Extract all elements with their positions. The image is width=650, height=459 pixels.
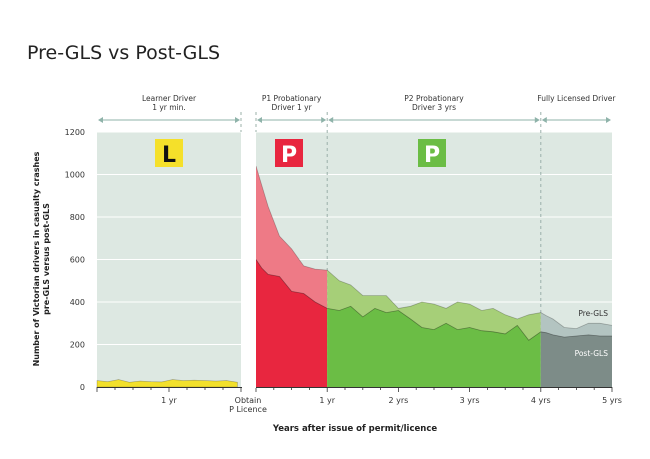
y-tick-label: 600 (70, 256, 85, 265)
x-tick-label: 1 yr (319, 396, 335, 405)
x-tick-label: 4 yrs (531, 396, 551, 405)
badge-l-0 (155, 139, 183, 167)
badge-letter: L (162, 143, 176, 168)
stage-label-3: Fully Licensed Driver (537, 94, 616, 103)
stage-arrow-head-right (235, 117, 240, 123)
x-tick-label: 1 yr (161, 396, 177, 405)
y-axis-label: Number of Victorian drivers in casualty … (32, 151, 51, 366)
y-tick-label: 1200 (65, 128, 85, 137)
y-tick-label: 800 (70, 213, 85, 222)
y-tick-label: 0 (80, 383, 85, 392)
stage-label-1: P1 Probationary (262, 94, 322, 103)
badge-p-2 (418, 139, 446, 167)
badge-p-1 (275, 139, 303, 167)
chart-title: Pre-GLS vs Post-GLS (27, 42, 221, 64)
stage-label-1: Driver 1 yr (272, 103, 313, 112)
badge-letter: P (281, 143, 297, 168)
stage-arrow-head-right (606, 117, 611, 123)
post-gls-line (255, 259, 612, 341)
stage-arrow-head-left (541, 117, 547, 123)
series-label-post-gls: Post-GLS (575, 349, 609, 358)
stage-arrow-head-left (257, 117, 262, 123)
stage-arrow-head-left (98, 117, 103, 123)
y-tick-label: 1000 (65, 171, 85, 180)
stage-arrow-head-left (328, 117, 334, 123)
stage-arrow-head-right (321, 117, 327, 123)
stage-label-0: 1 yr min. (152, 103, 186, 112)
x-tick-label: Obtain (235, 396, 262, 405)
post-gls-area-full (540, 331, 612, 387)
x-tick-label: 5 yrs (602, 396, 622, 405)
stage-arrow-head-right (534, 117, 540, 123)
y-axis-label-line: pre-GLS versus post-GLS (42, 203, 51, 315)
stage-gap (242, 132, 256, 388)
y-tick-label: 200 (70, 341, 85, 350)
badge-letter: P (424, 143, 440, 168)
series-label-pre-gls: Pre-GLS (578, 309, 608, 318)
stage-label-2: P2 Probationary (404, 94, 464, 103)
y-axis-label-line: Number of Victorian drivers in casualty … (32, 151, 41, 366)
y-tick-label: 400 (70, 298, 85, 307)
stage-label-2: Driver 3 yrs (412, 103, 456, 112)
x-tick-label: 2 yrs (388, 396, 408, 405)
learner-area (96, 379, 238, 388)
post-gls-area-p1 (256, 259, 328, 387)
x-axis-label: Years after issue of permit/licence (272, 424, 438, 434)
x-tick-label: P Licence (229, 405, 267, 414)
stage-label-0: Learner Driver (142, 94, 197, 103)
x-tick-label: 3 yrs (460, 396, 480, 405)
pre-gls-line (255, 165, 613, 330)
post-gls-area-p2 (327, 306, 541, 387)
